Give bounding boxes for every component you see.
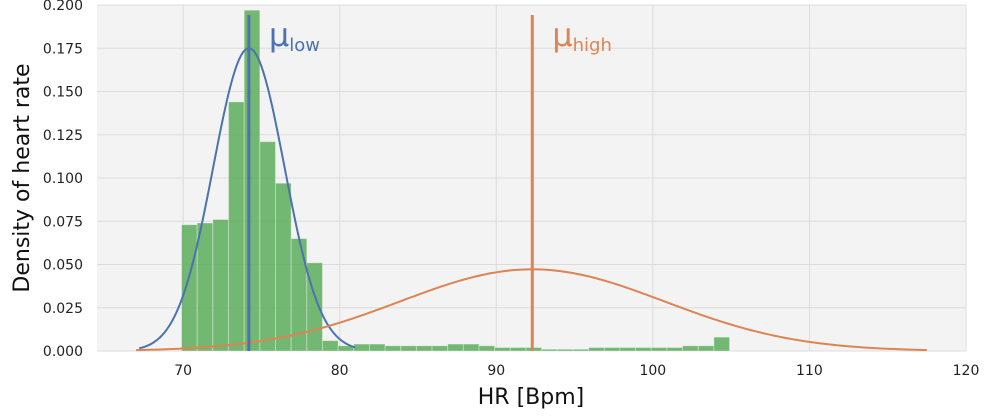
histogram-bar [196,222,214,352]
histogram-bar [431,345,449,352]
histogram-bar [212,219,230,352]
x-tick-label: 70 [174,363,192,379]
histogram-bar [603,347,621,352]
x-tick-label: 100 [639,363,666,379]
histogram-bar [494,347,511,352]
histogram-bar [228,101,245,352]
y-tick-label: 0.150 [43,85,83,101]
histogram-bar [400,345,417,352]
y-tick-label: 0.075 [43,214,83,230]
histogram-bar [181,224,198,352]
histogram-bar [384,345,402,352]
histogram-bar [321,340,339,352]
histogram-bar [243,9,261,352]
y-tick-label: 0.200 [43,0,83,14]
histogram-bar [650,347,668,352]
histogram-bar [572,348,590,352]
histogram-bar [415,345,433,352]
x-tick-label: 110 [796,363,823,379]
histogram-bar [509,347,527,352]
histogram-bar [713,336,731,352]
histogram-bar [682,345,699,352]
histogram-bar [635,347,652,352]
histogram-bar [447,343,464,352]
x-axis-label: HR [Bpm] [478,385,584,410]
histogram-bar [478,345,496,352]
density-curve-low [139,47,356,350]
histogram-bar [619,347,637,352]
histogram-bar [462,343,480,352]
histogram-bar [666,347,684,352]
y-tick-label: 0.000 [43,344,83,360]
histogram-bar [368,343,386,352]
histogram-bar [588,347,605,352]
x-tick-labels: 70 80 90 100 110 120 [174,363,979,379]
mean-label-subscript: high [573,35,612,56]
mean-label-subscript: low [289,35,320,56]
y-tick-label: 0.100 [43,171,83,187]
histogram-bar [259,141,276,352]
histogram-bar [556,348,574,352]
y-tick-label: 0.125 [43,128,83,144]
y-tick-label: 0.025 [43,301,83,317]
histogram-bar [541,348,558,352]
y-tick-label: 0.050 [43,258,83,274]
y-tick-label: 0.175 [43,41,83,57]
histogram-bar [353,343,370,352]
histogram-bar [525,347,543,352]
x-tick-label: 120 [953,363,980,379]
y-axis-label: Density of heart rate [10,63,35,292]
x-tick-label: 90 [487,363,505,379]
y-tick-labels: 0.000 0.025 0.050 0.075 0.100 0.125 0.150 0.175… [43,0,83,360]
x-tick-label: 80 [331,363,349,379]
histogram-bar [697,345,715,352]
histogram-bar [274,182,292,352]
